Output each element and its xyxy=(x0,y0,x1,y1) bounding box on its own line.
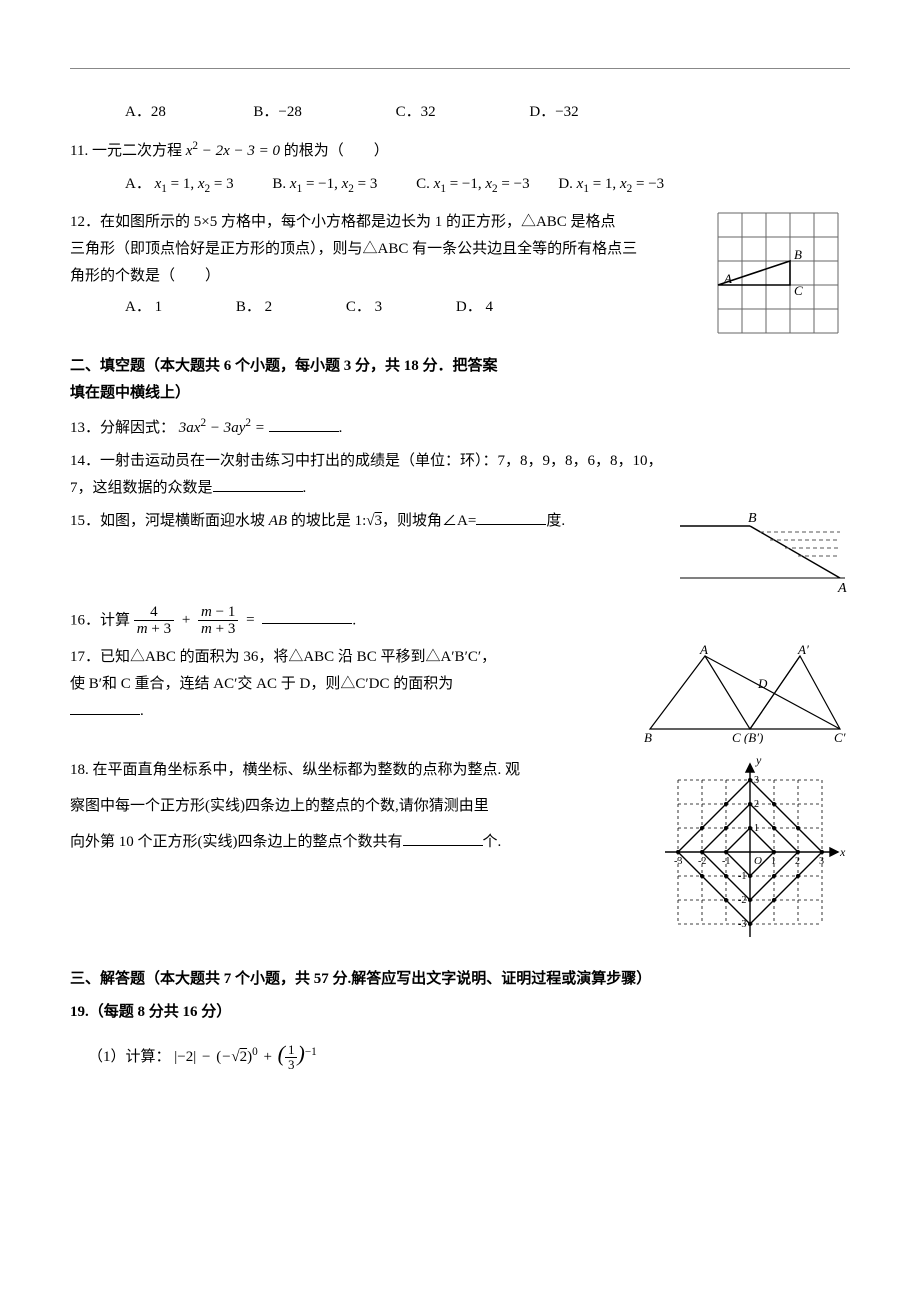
svg-text:O: O xyxy=(754,855,762,867)
q14-blank xyxy=(213,476,303,492)
q11: 11. 一元二次方程 x2 − 2x − 3 = 0 的根为（ ） xyxy=(70,136,850,165)
svg-text:B: B xyxy=(794,247,802,262)
q19-1: （1）计算： |−2| − (−√2)0 + ( 1 3 )−1 xyxy=(70,1034,850,1074)
svg-text:A: A xyxy=(723,271,732,286)
q18: 18. 在平面直角坐标系中，横坐标、纵坐标都为整数的点称为整点. 观 察图中每一… xyxy=(70,752,850,952)
svg-text:2: 2 xyxy=(795,856,800,867)
q16-frac1: 4 m + 3 xyxy=(134,604,174,638)
q19-frac: ( xyxy=(278,1041,285,1066)
q12-options: A． 1 B． 2 C． 3 D． 4 xyxy=(70,294,702,321)
svg-text:A: A xyxy=(837,581,847,596)
svg-text:2: 2 xyxy=(754,799,759,810)
svg-text:B: B xyxy=(748,511,757,526)
q13-blank xyxy=(269,416,339,432)
q11-opt-c: C. x1 = −1, x2 = −3 xyxy=(416,171,529,199)
q10-opt-d: D．−32 xyxy=(529,99,578,126)
svg-text:B: B xyxy=(644,730,652,744)
svg-text:-2: -2 xyxy=(738,895,746,906)
svg-text:x: x xyxy=(839,845,846,859)
q17-blank xyxy=(70,699,140,715)
q19-paren: (−√2)0 xyxy=(216,1049,257,1065)
q10-opt-b: B．−28 xyxy=(253,99,301,126)
svg-text:A′: A′ xyxy=(797,644,809,657)
q12-figure: A B C xyxy=(710,209,850,339)
svg-text:1: 1 xyxy=(754,823,759,834)
q10-opt-a: A．28 xyxy=(125,99,166,126)
q15: 15．如图，河堤横断面迎水坡 AB 的坡比是 1:√3，则坡角∠A=度. B A xyxy=(70,508,850,598)
q11-options: A． x1 = 1, x2 = 3 B. x1 = −1, x2 = 3 C. … xyxy=(70,171,850,199)
q15-blank xyxy=(476,509,546,525)
svg-text:3: 3 xyxy=(819,856,824,867)
q17: 17．已知△ABC 的面积为 36，将△ABC 沿 BC 平移到△A′B′C′，… xyxy=(70,644,850,744)
q11-opt-d: D. x1 = 1, x2 = −3 xyxy=(558,171,664,199)
q19-header: 19.（每题 8 分共 16 分） xyxy=(70,999,850,1026)
top-rule xyxy=(70,68,850,69)
q10-options: A．28 B．−28 C．32 D．−32 xyxy=(70,99,850,126)
svg-text:y: y xyxy=(755,753,762,767)
q10-opt-c: C．32 xyxy=(396,99,436,126)
q12-opt-b: B． 2 xyxy=(236,294,272,321)
q13-expr: 3ax2 − 3ay2 = xyxy=(179,420,265,436)
svg-text:-3: -3 xyxy=(738,919,746,930)
q11-prefix: 11. 一元二次方程 xyxy=(70,143,186,159)
q12-l1: 12．在如图所示的 5×5 方格中，每个小方格都是边长为 1 的正方形，△ABC… xyxy=(70,209,702,236)
q12-opt-a: A． 1 xyxy=(125,294,162,321)
q15-figure: B A xyxy=(670,508,850,598)
q12-l2: 三角形（即顶点恰好是正方形的顶点），则与△ABC 有一条公共边且全等的所有格点三 xyxy=(70,236,702,263)
section2-title: 二、填空题（本大题共 6 个小题，每小题 3 分，共 18 分．把答案 填在题中… xyxy=(70,353,850,407)
q12-opt-d: D． 4 xyxy=(456,294,493,321)
section3-title: 三、解答题（本大题共 7 个小题，共 57 分.解答应写出文字说明、证明过程或演… xyxy=(70,966,850,993)
svg-text:C (B′): C (B′) xyxy=(732,730,763,744)
svg-text:-2: -2 xyxy=(698,856,706,867)
q11-equation: x2 − 2x − 3 = 0 xyxy=(186,143,280,159)
q16-blank xyxy=(262,608,352,624)
q13: 13．分解因式： 3ax2 − 3ay2 = . xyxy=(70,413,850,442)
svg-text:D: D xyxy=(757,676,768,691)
q14: 14．一射击运动员在一次射击练习中打出的成绩是（单位：环）：7，8，9，8，6，… xyxy=(70,448,850,502)
q16-frac2: m − 1 m + 3 xyxy=(198,604,238,638)
q11-opt-b: B. x1 = −1, x2 = 3 xyxy=(272,171,377,199)
q12-opt-c: C． 3 xyxy=(346,294,382,321)
svg-text:A: A xyxy=(699,644,708,657)
svg-text:-1: -1 xyxy=(738,871,746,882)
q12: 12．在如图所示的 5×5 方格中，每个小方格都是边长为 1 的正方形，△ABC… xyxy=(70,209,850,339)
q18-blank xyxy=(403,830,483,846)
q12-l3: 角形的个数是（ ） xyxy=(70,263,702,290)
svg-text:C: C xyxy=(794,283,803,298)
svg-text:-1: -1 xyxy=(722,856,730,867)
svg-text:3: 3 xyxy=(754,775,759,786)
q19-abs: |−2| xyxy=(174,1049,196,1065)
q11-suffix: 的根为（ ） xyxy=(280,143,389,159)
q11-opt-a: A． x1 = 1, x2 = 3 xyxy=(125,171,234,199)
svg-text:C′: C′ xyxy=(834,730,846,744)
svg-text:-3: -3 xyxy=(674,856,682,867)
q17-figure: A A′ B C (B′) C′ D xyxy=(640,644,850,744)
q16: 16．计算 4 m + 3 + m − 1 m + 3 = . xyxy=(70,604,850,638)
svg-text:1: 1 xyxy=(771,856,776,867)
q18-figure: x y O -3 -2 -1 1 2 3 3 2 1 -1 -2 -3 xyxy=(650,752,850,952)
